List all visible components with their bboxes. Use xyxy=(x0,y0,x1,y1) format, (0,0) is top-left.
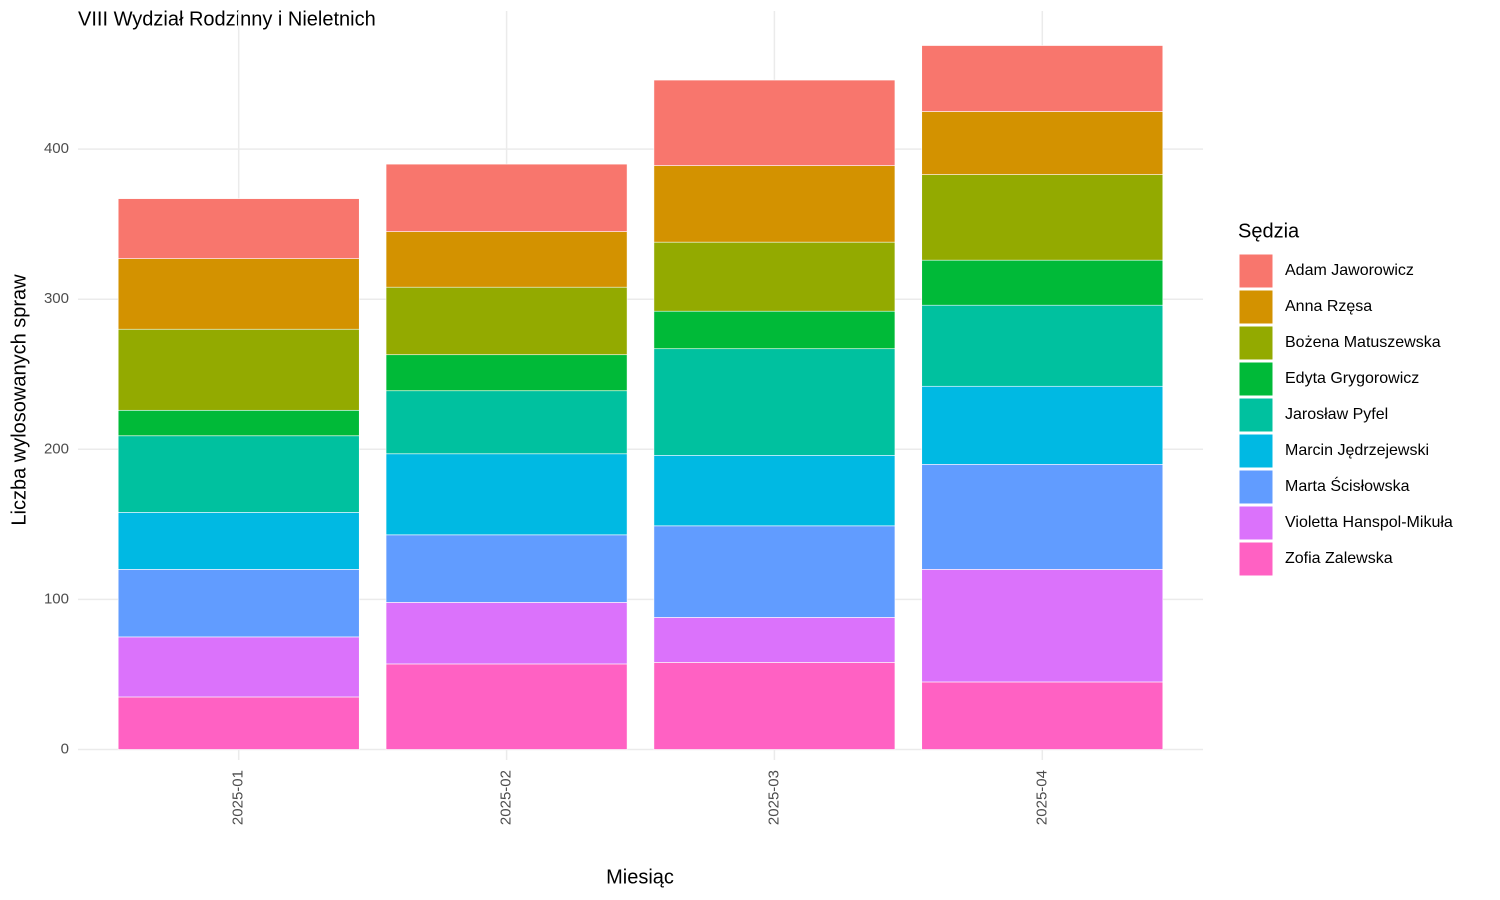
bar-segment xyxy=(921,111,1164,175)
bar-segment xyxy=(921,681,1164,750)
bar-segment xyxy=(653,454,896,527)
bar-segment xyxy=(921,304,1164,387)
x-tick-label: 2025-03 xyxy=(765,770,782,825)
legend-label: Violetta Hanspol-Mikuła xyxy=(1285,514,1453,531)
legend-swatch xyxy=(1238,541,1274,577)
legend-label: Edyta Grygorowicz xyxy=(1285,370,1419,387)
legend-swatch xyxy=(1238,289,1274,325)
y-tick-label: 300 xyxy=(44,290,69,307)
bar-segment xyxy=(921,569,1164,683)
bar-segment xyxy=(385,354,628,392)
bar-segment xyxy=(117,409,360,437)
bar-segment xyxy=(653,348,896,456)
y-tick-label: 100 xyxy=(44,590,69,607)
legend-label: Marta Ścisłowska xyxy=(1285,476,1410,495)
bar-segment xyxy=(921,174,1164,261)
bar-segment xyxy=(117,696,360,750)
legend-label: Adam Jaworowicz xyxy=(1285,262,1414,279)
bar-segment xyxy=(385,286,628,356)
bar-segment xyxy=(117,198,360,259)
bar-segment xyxy=(653,165,896,243)
bar-segment xyxy=(117,258,360,330)
bar-segment xyxy=(385,163,628,232)
bar-segment xyxy=(117,512,360,570)
bar-segment xyxy=(921,464,1164,570)
bar-segment xyxy=(653,525,896,618)
chart-title: VIII Wydział Rodzinny i Nieletnich xyxy=(78,8,376,30)
bar-segment xyxy=(385,231,628,288)
y-tick-label: 0 xyxy=(61,740,69,757)
bar-segment xyxy=(653,241,896,312)
bar-segment xyxy=(117,569,360,638)
bar-segment xyxy=(921,45,1164,112)
x-tick-label: 2025-01 xyxy=(230,770,247,825)
legend-swatch xyxy=(1238,325,1274,361)
y-tick-label: 400 xyxy=(44,140,69,157)
bar-segment xyxy=(653,79,896,166)
bar-segment xyxy=(653,310,896,350)
legend-label: Zofia Zalewska xyxy=(1285,550,1393,567)
bar-segment xyxy=(653,617,896,663)
y-axis-title: Liczba wylosowanych spraw xyxy=(8,274,30,526)
bars xyxy=(117,45,1164,750)
bar-segment xyxy=(117,435,360,513)
legend-swatch xyxy=(1238,469,1274,505)
legend-swatch xyxy=(1238,253,1274,289)
bar-segment xyxy=(653,662,896,750)
legend-swatch xyxy=(1238,397,1274,433)
y-tick-label: 200 xyxy=(44,440,69,457)
legend-label: Bożena Matuszewska xyxy=(1285,334,1441,351)
bar-segment xyxy=(385,390,628,455)
x-tick-label: 2025-02 xyxy=(498,770,515,825)
legend: Adam Jaworowicz Anna Rzęsa Bożena Matuszew… xyxy=(1238,253,1453,577)
bar-segment xyxy=(921,259,1164,306)
bar-segment xyxy=(385,602,628,665)
legend-label: Marcin Jędrzejewski xyxy=(1285,442,1429,459)
bar-segment xyxy=(385,663,628,750)
x-tick-label: 2025-04 xyxy=(1033,770,1050,825)
bar-segment xyxy=(385,453,628,536)
legend-swatch xyxy=(1238,433,1274,469)
bar-segment xyxy=(921,385,1164,465)
bar-segment xyxy=(385,534,628,603)
bar-segment xyxy=(117,636,360,698)
legend-label: Jarosław Pyfel xyxy=(1285,406,1388,423)
bar-segment xyxy=(117,328,360,411)
x-axis-title: Miesiąc xyxy=(606,866,674,888)
legend-swatch xyxy=(1238,361,1274,397)
legend-label: Anna Rzęsa xyxy=(1285,298,1372,315)
legend-swatch xyxy=(1238,505,1274,541)
legend-title: Sędzia xyxy=(1238,220,1300,242)
